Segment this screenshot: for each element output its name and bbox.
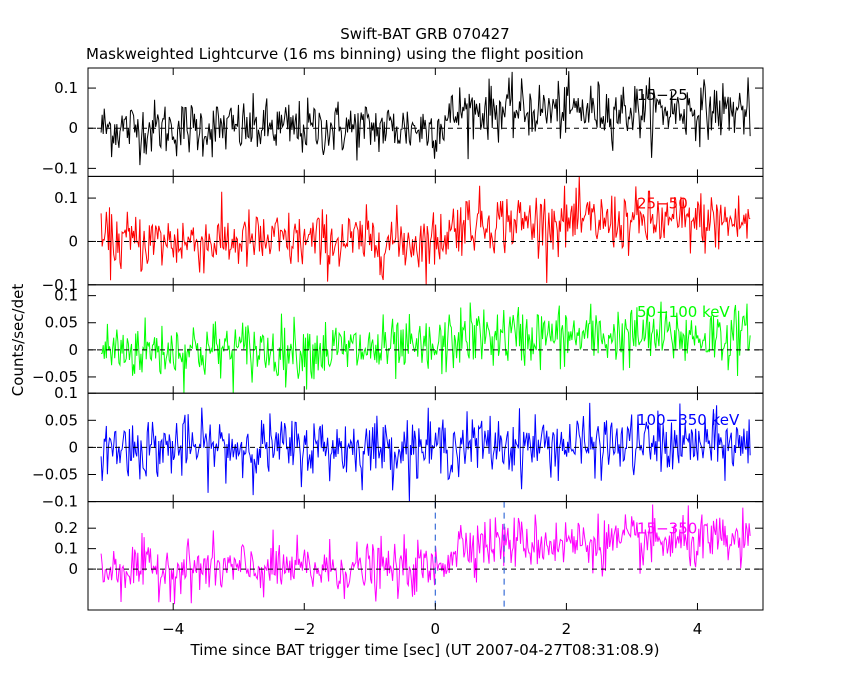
y-tick-label-15-25-kev: −0.1: [42, 159, 78, 177]
y-tick-label-15-350-kev: 0.1: [54, 540, 78, 558]
y-tick-label-15-25-kev: 0.1: [54, 79, 78, 97]
y-tick-label-50-100-kev: 0.05: [45, 314, 78, 332]
series-line-100-350-kev: [100, 402, 751, 502]
y-tick-label-100-350-kev: 0.05: [45, 411, 78, 429]
panel-frame-15-350-kev: [87, 501, 764, 611]
series-line-50-100-kev: [100, 301, 751, 394]
y-tick-label-100-350-kev: −0.05: [32, 466, 78, 484]
x-tick-label: 2: [562, 620, 572, 638]
series-line-15-25-kev: [100, 71, 751, 166]
chart-subtitle: Maskweighted Lightcurve (16 ms binning) …: [86, 45, 584, 63]
y-axis-label: Counts/sec/det: [9, 284, 27, 397]
y-tick-label-25-50-kev: 0: [68, 232, 78, 250]
y-tick-label-100-350-kev: −0.1: [42, 493, 78, 511]
panels-group: −0.1 0 0.1 15−25 −0.1 0 0.1 25−50 −0.05 0 0.05 0.1 5…: [32, 67, 764, 638]
chart-title: Swift-BAT GRB 070427: [340, 25, 509, 43]
y-tick-label-15-25-kev: 0: [68, 119, 78, 137]
series-line-25-50-kev: [100, 176, 751, 285]
y-tick-label-25-50-kev: 0.1: [54, 189, 78, 207]
x-axis-label: Time since BAT trigger time [sec] (UT 20…: [190, 641, 660, 659]
y-tick-label-15-350-kev: 0.2: [54, 519, 78, 537]
x-tick-label: −2: [293, 620, 315, 638]
band-label-15-350-kev: 15−350: [637, 520, 697, 538]
y-tick-label-50-100-kev: 0.1: [54, 287, 78, 305]
band-label-25-50-kev: 25−50: [637, 194, 688, 212]
y-tick-label-100-350-kev: 0: [68, 438, 78, 456]
y-tick-label-50-100-kev: −0.05: [32, 368, 78, 386]
x-tick-label: −4: [162, 620, 184, 638]
x-tick-label: 0: [431, 620, 441, 638]
y-tick-label-100-350-kev: 0.1: [54, 384, 78, 402]
x-tick-label: 4: [693, 620, 703, 638]
band-label-15-25-kev: 15−25: [637, 86, 688, 104]
y-tick-label-15-350-kev: 0: [68, 560, 78, 578]
series-line-15-350-kev: [100, 504, 751, 605]
y-tick-label-50-100-kev: 0: [68, 341, 78, 359]
band-label-100-350-kev: 100−350 keV: [637, 411, 740, 429]
y-tick-label-25-50-kev: −0.1: [42, 276, 78, 294]
band-label-50-100-kev: 50−100 keV: [637, 303, 730, 321]
